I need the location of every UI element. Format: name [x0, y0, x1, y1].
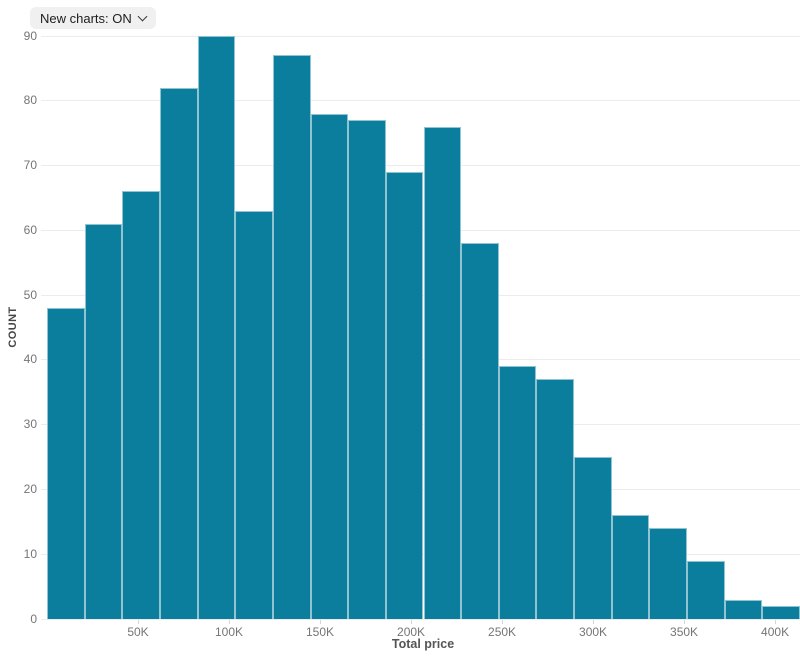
x-tick-label: 150K	[306, 625, 335, 639]
y-tick-label: 30	[23, 417, 37, 432]
y-tick-label: 60	[23, 222, 37, 237]
histogram-bar[interactable]	[310, 113, 349, 619]
y-axis-title: COUNT	[7, 306, 19, 348]
gridline	[41, 100, 800, 102]
chevron-down-icon	[137, 11, 148, 21]
histogram-bar[interactable]	[159, 87, 198, 619]
x-tick-label: 400K	[761, 625, 790, 639]
histogram-bar[interactable]	[423, 126, 462, 619]
histogram-bar[interactable]	[724, 599, 763, 619]
x-tick-mark	[137, 620, 139, 624]
y-tick-label: 90	[23, 28, 37, 43]
y-tick-label: 20	[23, 481, 37, 496]
histogram-bar[interactable]	[649, 528, 688, 619]
x-tick-label: 350K	[670, 625, 699, 639]
new-charts-toggle-label: New charts: ON	[40, 10, 132, 26]
histogram-bar[interactable]	[122, 191, 160, 619]
histogram-bar[interactable]	[498, 366, 537, 619]
x-tick-mark	[228, 620, 230, 624]
histogram-bar[interactable]	[461, 243, 499, 619]
y-tick-label: 10	[23, 546, 37, 561]
histogram-bar[interactable]	[272, 55, 311, 619]
new-charts-toggle[interactable]: New charts: ON	[30, 7, 156, 29]
x-tick-mark	[410, 620, 412, 624]
histogram-bar[interactable]	[348, 120, 386, 619]
y-tick-label: 40	[23, 352, 37, 367]
histogram-bar[interactable]	[385, 172, 424, 619]
x-tick-label: 250K	[488, 625, 517, 639]
y-tick-label: 80	[23, 93, 37, 108]
y-tick-label: 50	[23, 287, 37, 302]
histogram-bar[interactable]	[197, 36, 236, 619]
x-tick-mark	[501, 620, 503, 624]
histogram-bar[interactable]	[235, 210, 273, 619]
gridline	[41, 165, 800, 167]
histogram-bar[interactable]	[762, 606, 800, 619]
x-tick-mark	[592, 620, 594, 624]
gridline	[41, 35, 800, 37]
x-tick-mark	[774, 620, 776, 624]
histogram-bar[interactable]	[84, 223, 123, 619]
x-tick-mark	[319, 620, 321, 624]
y-tick-label: 0	[30, 611, 37, 626]
histogram-bar[interactable]	[611, 515, 650, 619]
histogram-bar[interactable]	[574, 457, 612, 619]
histogram-bar[interactable]	[47, 308, 85, 619]
x-tick-label: 300K	[579, 625, 608, 639]
x-tick-mark	[683, 620, 685, 624]
x-tick-label: 50K	[127, 625, 149, 639]
histogram-bar[interactable]	[536, 379, 575, 619]
y-tick-label: 70	[23, 158, 37, 173]
histogram-bar[interactable]	[687, 560, 725, 619]
gridline	[41, 618, 800, 620]
x-tick-label: 100K	[215, 625, 244, 639]
x-axis-title: Total price	[391, 637, 455, 651]
x-tick-label: 200K	[397, 625, 426, 639]
